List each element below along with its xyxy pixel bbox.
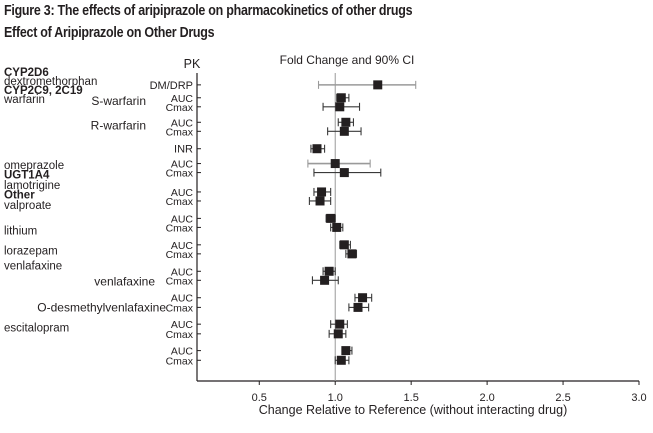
figure-subtitle: Effect of Aripiprazole on Other Drugs	[4, 25, 215, 41]
point-estimate	[335, 102, 345, 112]
point-estimate	[339, 168, 349, 178]
pk-label: DM/DRP	[150, 80, 193, 92]
point-estimate	[320, 275, 330, 285]
x-tick-label: 1.5	[404, 392, 419, 404]
pk-label: AUC	[171, 346, 194, 358]
pk-label: AUC	[171, 213, 194, 225]
point-estimate	[353, 302, 363, 312]
pk-label: INR	[174, 144, 193, 156]
sub-drug-label: R-warfarin	[91, 119, 146, 133]
x-tick-label: 0.5	[252, 392, 267, 404]
point-estimate	[358, 293, 368, 303]
group-label: Other	[4, 190, 35, 202]
pk-label: Cmax	[166, 196, 194, 208]
point-estimate	[341, 117, 351, 127]
drug-label: lithium	[4, 226, 37, 238]
figure-title: Figure 3: The effects of aripiprazole on…	[4, 3, 413, 19]
point-estimate	[326, 213, 336, 223]
pk-label: Cmax	[166, 102, 194, 114]
point-estimate	[333, 329, 343, 339]
drug-label: warfarin	[3, 94, 45, 106]
pk-label: AUC	[171, 319, 194, 331]
drug-label: lorazepam	[4, 246, 58, 258]
drug-label: omeprazole	[4, 160, 64, 172]
pk-label: AUC	[171, 93, 194, 105]
x-tick-label: 3.0	[631, 392, 646, 404]
point-estimate	[347, 249, 357, 259]
pk-label: Cmax	[166, 249, 194, 261]
drug-label: lamotrigine	[4, 180, 60, 192]
pk-label: Cmax	[166, 222, 194, 234]
point-estimate	[339, 126, 349, 136]
drug-label: valproate	[4, 200, 51, 212]
pk-label: AUC	[171, 240, 194, 252]
group-label: CYP2D6	[4, 67, 49, 79]
pk-label: AUC	[171, 117, 194, 129]
point-estimate	[341, 346, 351, 356]
pk-label: Cmax	[166, 168, 194, 180]
point-estimate	[332, 222, 342, 232]
point-estimate	[324, 266, 334, 276]
pk-label: Cmax	[166, 275, 194, 287]
pk-header: PK	[184, 57, 201, 71]
pk-label: Cmax	[166, 126, 194, 138]
sub-drug-label: O-desmethylvenlafaxine	[37, 300, 166, 314]
pk-label: AUC	[171, 266, 194, 278]
point-estimate	[335, 319, 345, 329]
point-estimate	[317, 187, 327, 197]
point-estimate	[336, 355, 346, 365]
sub-drug-label: S-warfarin	[91, 94, 146, 108]
pk-label: AUC	[171, 293, 194, 305]
axes: 0.5 1.0 1.5 2.0 2.5 3.0	[196, 73, 647, 404]
x-tick-label: 2.5	[555, 392, 570, 404]
point-estimate	[339, 240, 349, 250]
pk-label: Cmax	[166, 302, 194, 314]
point-estimate	[315, 196, 325, 206]
pk-label: AUC	[171, 187, 194, 199]
group-label: UGT1A4	[4, 170, 50, 182]
data-marks	[307, 80, 417, 365]
plot-header: Fold Change and 90% CI	[280, 53, 415, 67]
drug-label: venlafaxine	[4, 261, 62, 273]
x-tick-label: 1.0	[328, 392, 343, 404]
pk-label: AUC	[171, 159, 194, 171]
point-estimate	[373, 80, 383, 90]
point-estimate	[312, 144, 322, 154]
pk-label: Cmax	[166, 329, 194, 341]
x-axis-label: Change Relative to Reference (without in…	[259, 403, 568, 417]
drug-label: escitalopram	[4, 322, 69, 334]
group-label: CYP2C9, 2C19	[4, 85, 83, 97]
point-estimate	[336, 93, 346, 103]
x-tick-label: 2.0	[479, 392, 494, 404]
drug-label: dextromethorphan	[4, 76, 97, 88]
pk-label: Cmax	[166, 355, 194, 367]
sub-drug-label: venlafaxine	[94, 275, 155, 289]
point-estimate	[330, 159, 340, 169]
